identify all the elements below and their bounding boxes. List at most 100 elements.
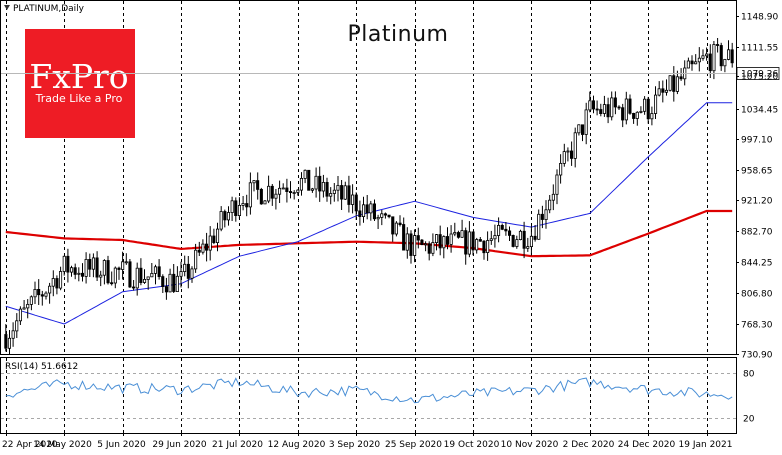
candle-body <box>712 44 716 72</box>
candle-body <box>340 185 344 200</box>
candle-body <box>325 181 329 197</box>
candle-body <box>635 111 639 119</box>
candle-body <box>570 150 574 159</box>
rsi-y-tick-label: 80 <box>743 370 755 380</box>
candle-body <box>285 187 289 192</box>
candle-body <box>486 240 490 254</box>
candle-body <box>117 267 121 270</box>
candle-body <box>668 75 672 91</box>
x-tick-label: 19 Oct 2020 <box>444 440 500 450</box>
candle-body <box>690 60 694 65</box>
y-tick-label: 997.10 <box>741 136 773 146</box>
grid <box>6 1 708 433</box>
candle-body <box>91 257 96 270</box>
candle-body <box>59 271 63 289</box>
candle-body <box>482 240 486 254</box>
candle-body <box>88 258 92 270</box>
candle-body <box>212 235 216 243</box>
candles <box>4 38 734 355</box>
candle-body <box>562 151 566 164</box>
candle-body <box>4 334 8 349</box>
candle-body <box>37 288 41 296</box>
candle-body <box>431 242 435 254</box>
candle-body <box>380 213 384 218</box>
candle-body <box>354 194 358 212</box>
candle-body <box>80 272 85 277</box>
candle-body <box>197 249 201 253</box>
candle-body <box>208 235 212 251</box>
candle-body <box>639 111 643 113</box>
candle-body <box>15 320 19 332</box>
candle-body <box>719 45 723 67</box>
candle-body <box>161 276 165 288</box>
candle-body <box>369 203 373 214</box>
candle-body <box>168 273 172 293</box>
candle-body <box>420 239 424 246</box>
candle-body <box>697 57 701 63</box>
candle-body <box>73 267 77 275</box>
candle-body <box>292 192 296 194</box>
candle-body <box>496 224 501 236</box>
symbol-arrow-icon <box>4 5 10 10</box>
price-axis: 1148.90 1111.55 1075.20 1034.45 997.10 958.65… <box>736 13 778 361</box>
candle-body <box>402 224 406 251</box>
candle-body <box>475 239 479 251</box>
candle-body <box>62 255 66 272</box>
candle-body <box>204 243 209 251</box>
candle-body <box>686 60 690 69</box>
candle-body <box>657 88 661 96</box>
candle-body <box>555 174 559 195</box>
candle-body <box>347 185 351 205</box>
main-panel-frame <box>0 0 737 355</box>
candle-body <box>584 109 588 135</box>
candle-body <box>121 261 125 270</box>
candle-body <box>493 235 497 240</box>
candle-body <box>716 44 720 46</box>
rsi-panel-frame <box>0 357 737 434</box>
candle-body <box>551 193 555 201</box>
rsi-line <box>5 377 733 404</box>
rsi-y-tick-label: 20 <box>743 415 755 425</box>
y-tick-label: 806.80 <box>741 290 773 300</box>
candle-body <box>727 49 731 60</box>
x-tick-label: 3 Sep 2020 <box>329 440 381 450</box>
candle-body <box>540 213 544 220</box>
candle-body <box>274 193 278 199</box>
candle-body <box>310 188 314 191</box>
candle-body <box>70 267 74 273</box>
rsi-label: RSI(14) 51.6612 <box>5 362 78 372</box>
candle-body <box>128 261 132 288</box>
y-tick-label: 1111.55 <box>741 44 778 54</box>
y-tick-label: 844.25 <box>741 259 773 269</box>
candle-body <box>438 234 442 249</box>
candle-body <box>146 276 150 280</box>
candle-body <box>142 278 147 283</box>
candle-body <box>529 235 533 248</box>
candle-body <box>234 200 238 217</box>
candle-body <box>303 169 307 179</box>
candle-body <box>18 308 22 322</box>
candle-body <box>646 98 650 120</box>
candle-body <box>621 107 625 121</box>
candle-body <box>533 235 537 240</box>
candle-body <box>467 231 471 255</box>
candle-body <box>288 191 293 194</box>
candle-body <box>442 236 446 249</box>
candle-body <box>588 100 592 111</box>
candle-body <box>445 236 449 245</box>
candle-body <box>456 232 460 238</box>
candle-body <box>610 97 614 118</box>
x-tick-label: 24 Dec 2020 <box>618 440 676 450</box>
x-tick-label: 29 Jun 2020 <box>152 440 206 450</box>
chart-title: Platinum <box>348 22 449 47</box>
candle-body <box>336 185 340 191</box>
candle-body <box>654 94 658 114</box>
candle-body <box>427 243 431 254</box>
candle-body <box>489 238 493 241</box>
candle-body <box>628 98 632 114</box>
symbol-label: PLATINUM,Daily <box>13 4 85 14</box>
candle-body <box>307 169 311 191</box>
candle-body <box>175 275 179 292</box>
